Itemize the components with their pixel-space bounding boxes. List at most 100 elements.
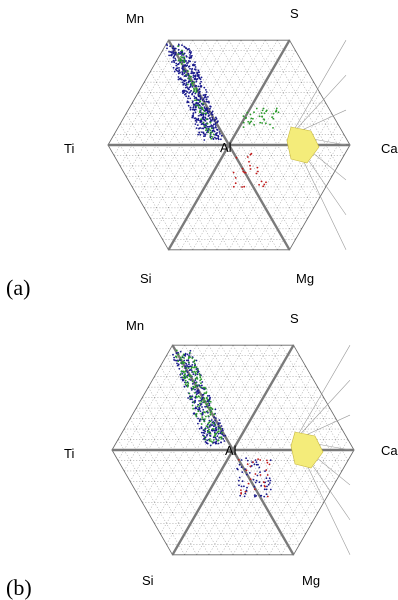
data-point (240, 459, 243, 461)
data-point (186, 101, 189, 104)
data-point (268, 463, 271, 466)
grid-line (160, 449, 210, 534)
grid-line (244, 355, 300, 451)
data-point (211, 118, 214, 121)
data-point (186, 64, 189, 67)
data-point (263, 183, 266, 186)
panel-a: Mn S Ti Al Ca Si Mg (a) (6, 6, 398, 300)
data-point (195, 376, 198, 379)
data-point (206, 125, 209, 128)
data-point (253, 463, 256, 466)
data-point (177, 353, 180, 356)
data-point (250, 152, 253, 155)
data-point (177, 45, 180, 48)
data-point (197, 94, 200, 96)
fan-line (290, 40, 347, 136)
data-point (185, 381, 188, 384)
grid-line (337, 134, 345, 146)
data-point (255, 107, 258, 110)
panel-label-a: (a) (6, 275, 30, 300)
data-point (180, 63, 183, 65)
grid-line (341, 439, 349, 451)
data-point (198, 373, 201, 375)
grid-line (283, 50, 339, 146)
data-point (244, 490, 247, 493)
grid-line (125, 113, 145, 146)
grid-line (196, 470, 246, 555)
data-point (185, 90, 188, 92)
data-point (179, 350, 182, 353)
data-point (183, 56, 186, 59)
data-point (192, 72, 195, 75)
grid-line (220, 439, 228, 451)
data-point (217, 430, 220, 433)
data-point (209, 432, 212, 435)
grid-line (238, 439, 246, 451)
data-point (258, 481, 261, 484)
data-point (262, 107, 265, 110)
data-point (211, 110, 214, 113)
data-point (191, 404, 194, 407)
data-point (183, 371, 185, 374)
grid-line (263, 449, 294, 503)
grid-line (144, 71, 187, 146)
grid-line (117, 449, 125, 461)
data-point (249, 465, 252, 468)
data-point (206, 439, 209, 442)
data-point (217, 134, 220, 137)
data-point (240, 485, 243, 488)
data-point (193, 78, 196, 81)
data-point (246, 463, 249, 465)
data-point (212, 129, 215, 132)
data-point (203, 438, 206, 441)
data-point (256, 166, 259, 169)
data-point (212, 127, 215, 130)
data-point (195, 393, 198, 396)
data-point (186, 371, 189, 374)
data-point (181, 65, 184, 68)
data-point (173, 47, 175, 50)
data-point (245, 489, 248, 492)
data-point (205, 129, 207, 132)
data-point (256, 474, 259, 477)
data-point (253, 494, 256, 496)
data-point (181, 44, 183, 47)
data-point (246, 486, 248, 489)
data-point (215, 126, 217, 129)
grid-line (277, 239, 284, 250)
data-point (198, 395, 200, 398)
grid-line (240, 50, 296, 146)
grid-line (131, 61, 181, 146)
data-point (175, 352, 178, 355)
data-point (208, 400, 211, 403)
grid-line (119, 50, 175, 146)
data-point (208, 128, 211, 131)
data-point (208, 404, 211, 407)
grid-line (168, 92, 199, 146)
separator-bar (231, 344, 295, 451)
data-point (187, 77, 190, 80)
data-point (277, 111, 280, 114)
data-point (265, 477, 268, 480)
data-point (260, 112, 263, 114)
data-point (181, 56, 184, 59)
data-point (213, 416, 216, 418)
grid-line (313, 113, 333, 146)
data-point (254, 481, 257, 484)
grid-line (198, 197, 230, 250)
data-point (219, 427, 222, 430)
separator-bar (227, 144, 291, 251)
data-point (241, 480, 244, 483)
data-point (211, 428, 214, 430)
data-point (201, 99, 204, 101)
grid-line (232, 345, 264, 398)
data-point (185, 60, 188, 62)
data-point (205, 100, 208, 103)
data-point (197, 85, 200, 88)
data-point (197, 410, 200, 413)
data-point (196, 370, 198, 373)
data-point (198, 71, 201, 74)
data-point (241, 167, 244, 170)
data-point (200, 431, 203, 434)
fan-line (294, 345, 351, 441)
